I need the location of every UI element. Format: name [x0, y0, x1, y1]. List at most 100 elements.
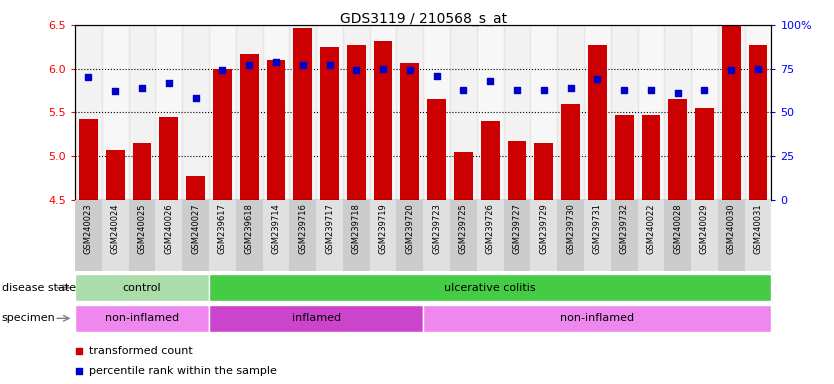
Point — [296, 62, 309, 68]
Text: GSM240026: GSM240026 — [164, 203, 173, 254]
Text: GSM239618: GSM239618 — [244, 203, 254, 254]
Point — [403, 67, 416, 73]
Bar — [396, 200, 424, 271]
Bar — [477, 25, 504, 200]
Point — [537, 86, 550, 93]
Bar — [209, 25, 236, 200]
Text: non-inflamed: non-inflamed — [560, 313, 635, 323]
Text: GSM240030: GSM240030 — [726, 203, 736, 254]
Bar — [182, 25, 209, 200]
Text: GSM240023: GSM240023 — [84, 203, 93, 254]
Point — [323, 62, 336, 68]
Bar — [396, 25, 424, 200]
Bar — [133, 143, 152, 200]
Text: GSM239718: GSM239718 — [352, 203, 361, 254]
Point — [135, 85, 148, 91]
Text: transformed count: transformed count — [89, 346, 193, 356]
Bar — [745, 25, 771, 200]
Point — [216, 67, 229, 73]
Bar — [454, 152, 473, 200]
Bar — [665, 25, 691, 200]
Bar — [530, 200, 557, 271]
Bar — [186, 176, 205, 200]
Bar — [745, 200, 771, 271]
Bar — [75, 274, 209, 301]
Bar — [106, 150, 124, 200]
Text: non-inflamed: non-inflamed — [105, 313, 179, 323]
Bar — [557, 200, 584, 271]
Text: GSM239731: GSM239731 — [593, 203, 602, 254]
Bar — [75, 25, 102, 200]
Bar — [427, 99, 446, 200]
Text: GSM240025: GSM240025 — [138, 203, 147, 254]
Bar — [267, 60, 285, 200]
Bar — [691, 25, 718, 200]
Text: control: control — [123, 283, 161, 293]
Bar — [424, 25, 450, 200]
Text: GSM239617: GSM239617 — [218, 203, 227, 254]
Bar — [263, 25, 289, 200]
Point — [457, 86, 470, 93]
Bar — [128, 200, 155, 271]
Bar — [343, 200, 369, 271]
Text: GSM239730: GSM239730 — [566, 203, 575, 254]
Bar — [561, 104, 580, 200]
Bar — [209, 274, 771, 301]
Text: GSM240031: GSM240031 — [754, 203, 762, 254]
Bar — [637, 25, 665, 200]
Bar — [155, 25, 182, 200]
Bar — [316, 25, 343, 200]
Bar — [240, 54, 259, 200]
Bar — [263, 200, 289, 271]
Bar — [316, 200, 343, 271]
Point — [564, 85, 577, 91]
Text: GSM239716: GSM239716 — [299, 203, 307, 254]
Bar — [615, 115, 634, 200]
Bar — [584, 200, 610, 271]
Text: percentile rank within the sample: percentile rank within the sample — [89, 366, 277, 376]
Point — [510, 86, 524, 93]
Text: GSM240029: GSM240029 — [700, 203, 709, 254]
Point — [376, 66, 389, 72]
Bar — [369, 25, 396, 200]
Point — [349, 67, 363, 73]
Text: inflamed: inflamed — [292, 313, 340, 323]
Text: ulcerative colitis: ulcerative colitis — [445, 283, 536, 293]
Point — [82, 74, 95, 81]
Bar — [75, 305, 209, 332]
Bar — [155, 200, 182, 271]
Bar — [209, 305, 424, 332]
Text: disease state: disease state — [2, 283, 76, 293]
Bar — [718, 200, 745, 271]
Text: GSM240024: GSM240024 — [111, 203, 120, 254]
Point — [644, 86, 657, 93]
Text: GSM239723: GSM239723 — [432, 203, 441, 254]
Bar — [588, 45, 606, 200]
Text: GDS3119 / 210568_s_at: GDS3119 / 210568_s_at — [339, 12, 507, 25]
Text: GSM239729: GSM239729 — [540, 203, 548, 254]
Bar — [584, 25, 610, 200]
Bar — [504, 200, 530, 271]
Bar — [213, 69, 232, 200]
Text: specimen: specimen — [2, 313, 55, 323]
Point — [725, 67, 738, 73]
Bar — [400, 63, 420, 200]
Bar — [374, 41, 393, 200]
Text: GSM240022: GSM240022 — [646, 203, 656, 254]
Bar — [722, 25, 741, 200]
Text: GSM240027: GSM240027 — [191, 203, 200, 254]
Point — [671, 90, 685, 96]
Bar — [159, 117, 178, 200]
Point — [269, 59, 283, 65]
Point — [162, 79, 175, 86]
Bar — [79, 119, 98, 200]
Text: GSM239717: GSM239717 — [325, 203, 334, 254]
Bar — [289, 25, 316, 200]
Bar — [343, 25, 369, 200]
Text: GSM239727: GSM239727 — [513, 203, 521, 254]
Bar — [535, 143, 553, 200]
Point — [751, 66, 765, 72]
Point — [72, 348, 85, 354]
Bar — [182, 200, 209, 271]
Bar — [641, 115, 661, 200]
